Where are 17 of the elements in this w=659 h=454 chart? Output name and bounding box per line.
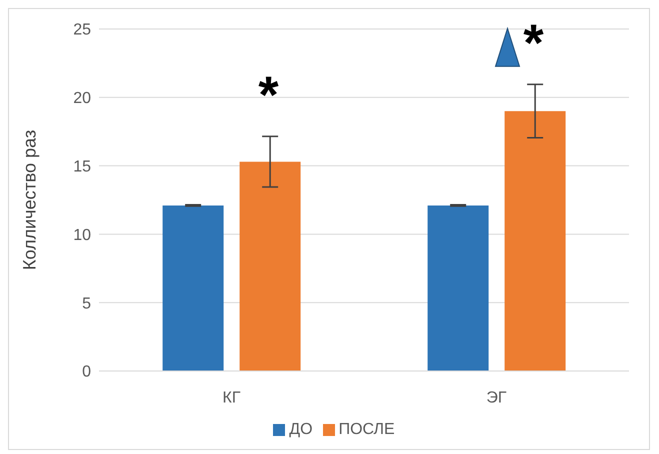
x-tick-label: ЭГ	[486, 389, 507, 406]
annotation: *	[258, 66, 280, 124]
y-tick-label: 0	[82, 364, 92, 381]
y-tick-label: 15	[73, 158, 92, 176]
y-tick-label: 25	[73, 22, 92, 39]
y-tick-label: 10	[73, 226, 92, 244]
y-tick-label: 20	[73, 90, 92, 108]
annotation: *	[523, 14, 544, 72]
legend-label: ПОСЛЕ	[338, 421, 395, 438]
x-tick-label: КГ	[222, 389, 241, 406]
y-tick-label: 5	[82, 295, 92, 312]
y-axis-title: Колличество раз	[19, 130, 40, 270]
legend-label: ДО	[289, 421, 313, 438]
bar	[504, 111, 566, 371]
bar	[162, 205, 224, 371]
bar	[428, 205, 489, 371]
bar	[240, 162, 301, 371]
